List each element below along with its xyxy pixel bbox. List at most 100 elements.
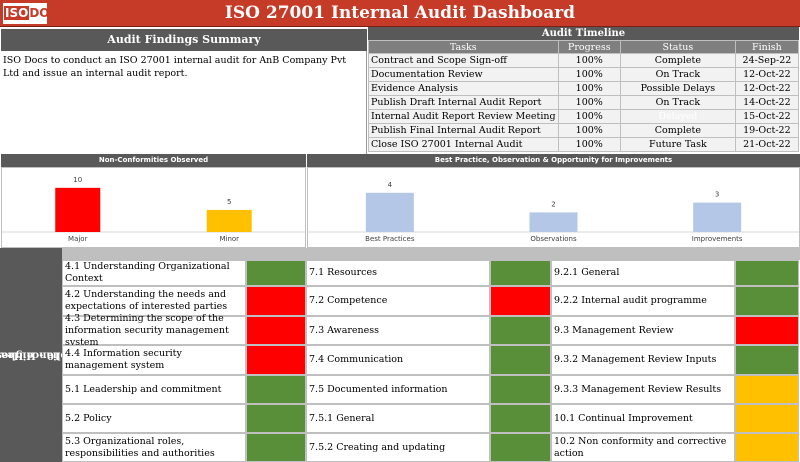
heatmap-clause-label: 7.2 Competence bbox=[306, 286, 490, 316]
heatmap-clause-label: 5.1 Leadership and commitment bbox=[62, 375, 246, 404]
timeline-progress: 100% bbox=[557, 81, 621, 96]
heatmap-rating-cell bbox=[246, 345, 306, 375]
heatmap-clause-label: 4.2 Understanding the needs and expectat… bbox=[62, 286, 246, 316]
heatmap-rating-cell bbox=[246, 375, 306, 404]
heatmap-rating-cell bbox=[490, 404, 551, 433]
nonconformities-chart-svg: 10 Major 5 Minor bbox=[2, 176, 305, 243]
chart-bar-best-practices bbox=[365, 192, 414, 232]
chart-bar-minor bbox=[206, 209, 252, 232]
chart-bar-major bbox=[55, 187, 101, 232]
best-practice-chart: 4 Best Practices 2 Observations 3 Improvement… bbox=[307, 167, 800, 248]
timeline-task: Close ISO 27001 Internal Audit bbox=[368, 137, 559, 152]
chart-value-label: 4 bbox=[388, 181, 393, 189]
timeline-row: Contract and Scope Sign-off 100% Complete 2… bbox=[368, 53, 800, 68]
chart-bar-observations bbox=[529, 212, 578, 232]
heatmap-clause-label: 9.3 Management Review bbox=[551, 316, 735, 345]
timeline-status: On Track bbox=[619, 67, 736, 82]
chart-value-label: 3 bbox=[715, 191, 719, 199]
chart-category-label: Major bbox=[68, 235, 88, 243]
heatmap-rating-cell bbox=[735, 433, 799, 462]
timeline-task: Publish Final Internal Audit Report bbox=[368, 123, 559, 138]
heatmap-clause-label: 4.1 Understanding Organizational Context bbox=[62, 260, 246, 286]
dashboard-title: ISO 27001 Internal Audit Dashboard bbox=[224, 3, 576, 23]
chart-value-label: 2 bbox=[551, 200, 555, 208]
timeline-progress: 100% bbox=[557, 67, 621, 82]
timeline-task: Publish Draft Internal Audit Report bbox=[368, 95, 559, 110]
nonconformities-chart: 10 Major 5 Minor bbox=[1, 167, 306, 248]
heatmap-clause-label: 9.3.3 Management Review Results bbox=[551, 375, 735, 404]
timeline-progress: 100% bbox=[557, 53, 621, 68]
timeline-finish: 12-Oct-22 bbox=[734, 81, 800, 96]
heatmap-rating-cell bbox=[490, 260, 551, 286]
heatmap-rating-cell bbox=[490, 286, 551, 316]
heatmap-rating-cell bbox=[735, 345, 799, 375]
timeline-finish: 21-Oct-22 bbox=[734, 137, 800, 152]
timeline-row: Publish Draft Internal Audit Report 100% O… bbox=[368, 95, 800, 110]
timeline-progress: 100% bbox=[557, 95, 621, 110]
heatmap-rating-cell bbox=[246, 286, 306, 316]
title-bar bbox=[0, 0, 800, 27]
timeline-header-row: Tasks Progress Status Finish bbox=[368, 40, 800, 54]
col-progress: Progress bbox=[557, 40, 621, 54]
heatmap-rating-cell bbox=[735, 286, 799, 316]
best-practice-chart-svg: 4 Best Practices 2 Observations 3 Improvement… bbox=[308, 181, 799, 243]
heatmap-clause-label: 10.2 Non conformity and corrective actio… bbox=[551, 433, 735, 462]
chart-category-label: Best Practices bbox=[365, 235, 415, 243]
heatmap-clause-label: 9.3.2 Management Review Inputs bbox=[551, 345, 735, 375]
col-status: Status bbox=[619, 40, 736, 54]
heatmap-rating-cell bbox=[735, 375, 799, 404]
timeline-task: Documentation Review bbox=[368, 67, 559, 82]
timeline-row: Evidence Analysis 100% Possible Delays 12-O… bbox=[368, 81, 800, 96]
timeline-heading: Audit Timeline bbox=[368, 27, 799, 40]
timeline-row: Internal Audit Report Review Meeting 100%… bbox=[368, 109, 800, 124]
heatmap-rating-cell bbox=[246, 260, 306, 286]
timeline-progress: 100% bbox=[557, 123, 621, 138]
timeline-finish: 19-Oct-22 bbox=[734, 123, 800, 138]
timeline-row: Close ISO 27001 Internal Audit 100% Future… bbox=[368, 137, 800, 152]
timeline-task: Contract and Scope Sign-off bbox=[368, 53, 559, 68]
timeline-status: Delayed bbox=[619, 109, 736, 124]
col-finish: Finish bbox=[734, 40, 800, 54]
timeline-status: Future Task bbox=[619, 137, 736, 152]
heatmap-rating-cell bbox=[246, 433, 306, 462]
timeline-row: Documentation Review 100% On Track 12-Oct-2… bbox=[368, 67, 800, 82]
timeline-progress: 100% bbox=[557, 137, 621, 152]
timeline-finish: 15-Oct-22 bbox=[734, 109, 800, 124]
heatmap-clause-label: 4.3 Determining the scope of the informa… bbox=[62, 313, 246, 348]
chart-value-label: 5 bbox=[227, 198, 231, 206]
timeline-status: Complete bbox=[619, 53, 736, 68]
chart-bar-improvements bbox=[693, 202, 742, 232]
findings-text: ISO Docs to conduct an ISO 27001 interna… bbox=[1, 51, 367, 154]
heatmap-clause-label: 5.3 Organizational roles, responsibiliti… bbox=[62, 433, 246, 462]
heatmap-clause-label: 10.1 Continual Improvement bbox=[551, 404, 735, 433]
heatmap-rating-cell bbox=[490, 375, 551, 404]
timeline-finish: 14-Oct-22 bbox=[734, 95, 800, 110]
timeline-progress: 100% bbox=[557, 109, 621, 124]
heatmap-rating-cell bbox=[490, 433, 551, 462]
heatmap-clause-label: 7.4 Communication bbox=[306, 345, 490, 375]
chart-value-label: 10 bbox=[73, 176, 82, 184]
heatmap-side-panel bbox=[0, 248, 62, 462]
heatmap-rating-cell bbox=[735, 316, 799, 345]
heatmap-clause-label: 9.2.2 Internal audit programme bbox=[551, 286, 735, 316]
timeline-task: Internal Audit Report Review Meeting bbox=[368, 109, 559, 124]
heatmap-rating-cell bbox=[490, 345, 551, 375]
heatmap-clause-label: 9.2.1 General bbox=[551, 260, 735, 286]
timeline-table: Tasks Progress Status Finish Contract an… bbox=[368, 40, 800, 152]
best-practice-chart-title: Best Practice, Observation & Opportunity… bbox=[307, 154, 800, 167]
heatmap-top-band bbox=[62, 248, 800, 260]
timeline-status: On Track bbox=[619, 95, 736, 110]
heatmap-rating-cell bbox=[735, 260, 799, 286]
heatmap-rating-cell bbox=[246, 404, 306, 433]
heatmap-side-label: Compliance Heatmap( & 10 - Highest ) bbox=[0, 248, 92, 462]
heatmap-rating-cell bbox=[490, 316, 551, 345]
heatmap-clause-label: 5.2 Policy bbox=[62, 404, 246, 433]
heatmap-rating-cell bbox=[735, 404, 799, 433]
timeline-finish: 24-Sep-22 bbox=[734, 53, 800, 68]
chart-category-label: Observations bbox=[530, 235, 577, 243]
logo-iso-text: ISO bbox=[4, 6, 30, 20]
heatmap-clause-label: 7.5.1 General bbox=[306, 404, 490, 433]
timeline-status: Complete bbox=[619, 123, 736, 138]
timeline-task: Evidence Analysis bbox=[368, 81, 559, 96]
iso-docs-logo: ISODOCS bbox=[3, 3, 67, 24]
